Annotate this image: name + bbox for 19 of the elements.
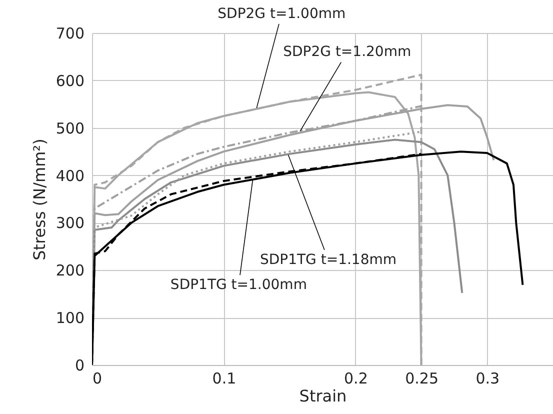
y-tick-label: 700 xyxy=(56,24,84,42)
x-axis-title: Strain xyxy=(299,386,347,406)
y-tick-label: 0 xyxy=(74,356,84,374)
annotation: SDP1TG t=1.00mm xyxy=(170,277,307,294)
annotation: SDP2G t=1.20mm xyxy=(283,44,412,60)
y-tick-label: 200 xyxy=(56,262,84,280)
x-tick-label: 0.2 xyxy=(344,370,368,388)
y-tick-label: 100 xyxy=(56,309,84,328)
x-tick-label: 0.25 xyxy=(405,370,438,388)
y-tick-label: 500 xyxy=(56,119,84,138)
x-tick-label: 0 xyxy=(92,370,102,388)
annotation: SDP1TG t=1.18mm xyxy=(260,252,397,268)
y-tick-label: 600 xyxy=(56,72,84,90)
y-tick-label: 400 xyxy=(56,166,84,185)
x-tick-label: 0.3 xyxy=(476,370,500,388)
annotation: SDP2G t=1.00mm xyxy=(218,6,346,22)
y-axis-title: Stress (N/mm²) xyxy=(30,138,49,260)
y-tick-label: 300 xyxy=(56,214,84,232)
x-tick-label: 0.1 xyxy=(212,370,236,388)
